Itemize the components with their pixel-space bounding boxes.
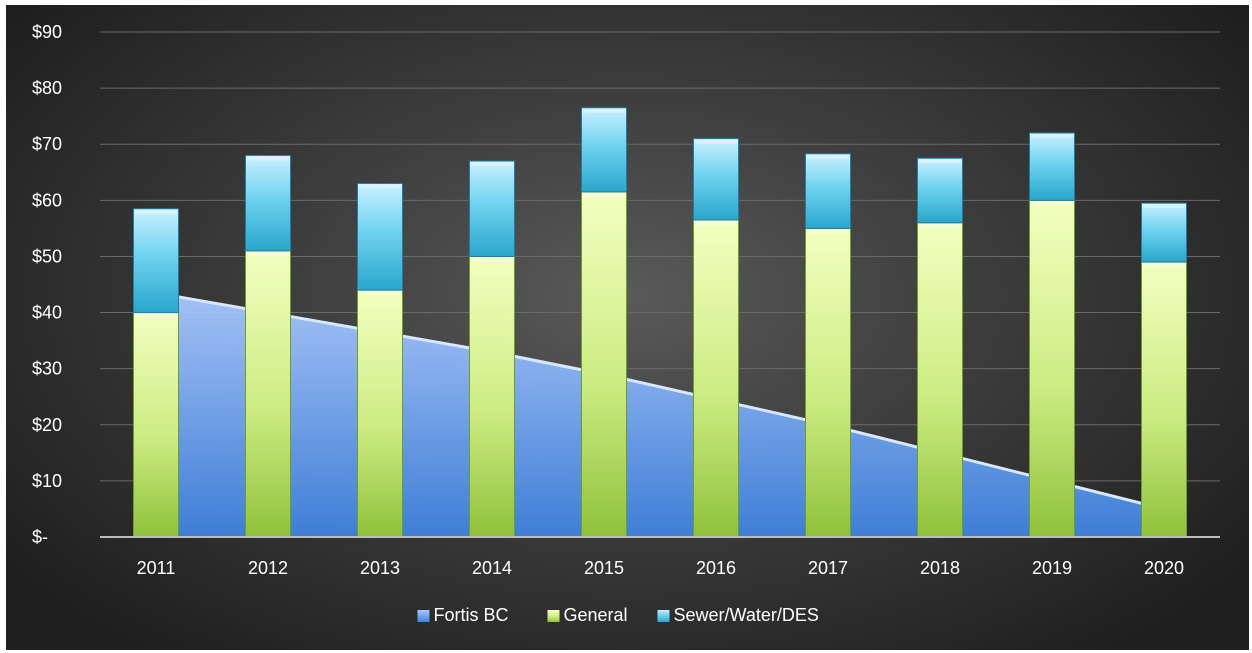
general-legend-swatch (547, 610, 560, 622)
sewer-water-des-bar (133, 208, 179, 314)
general-bar (693, 219, 739, 538)
x-tick-label: 2014 (472, 558, 512, 578)
general-bar-highlight (1142, 263, 1186, 268)
sewer-water-des-bar-highlight (1030, 134, 1074, 138)
chart-area: $- $10 $20 $30 $40 $50 $60 $70 $80 $90 2011 2012 201… (6, 5, 1249, 650)
fortis-bc-area-edge (155, 291, 1165, 511)
axes: $- $10 $20 $30 $40 $50 $60 $70 $80 $90 2011 2012 201… (32, 22, 1220, 578)
y-tick-label: $80 (32, 78, 62, 98)
sewer-water-des-bar-highlight (134, 209, 178, 214)
y-tick-label: $20 (32, 415, 62, 435)
sewer-water-des-bar-highlight (918, 159, 962, 164)
general-bar (133, 312, 179, 538)
stacked-bar-chart: $- $10 $20 $30 $40 $50 $60 $70 $80 $90 2011 2012 201… (32, 22, 1220, 625)
sewer-water-des-bar-highlight (1142, 204, 1186, 209)
sewer-water-des-bar (1029, 132, 1075, 201)
fortis-bc-legend-label: Fortis BC (434, 605, 509, 625)
x-tick-label: 2016 (696, 558, 736, 578)
sewer-water-des-bar (693, 138, 739, 221)
sewer-water-des-bar (805, 153, 851, 229)
x-tick-label: 2019 (1032, 558, 1072, 578)
x-tick-label: 2011 (137, 558, 176, 578)
sewer-water-des-bar (581, 107, 627, 193)
x-tick-label: 2013 (360, 558, 400, 578)
fortis-bc-area (156, 292, 1164, 537)
sewer-water-des-bar-highlight (470, 162, 514, 167)
y-tick-label: $10 (32, 471, 62, 491)
x-tick-label: 2020 (1144, 558, 1184, 578)
y-tick-label: $50 (32, 246, 62, 266)
general-bar-highlight (1030, 201, 1074, 206)
general-bar (1029, 199, 1075, 538)
general-bar-highlight (694, 220, 738, 225)
general-bar-highlight (806, 229, 850, 234)
sewer-water-des-bar-highlight (582, 108, 626, 113)
general-bar-highlight (358, 291, 402, 296)
sewer-water-des-bar-highlight (694, 139, 738, 144)
general-bar (917, 222, 963, 538)
x-tick-label: 2015 (584, 558, 624, 578)
sewer-water-des-bar (245, 154, 291, 252)
general-bar (1141, 261, 1187, 538)
general-bar (245, 250, 291, 538)
x-tick-label: 2012 (248, 558, 288, 578)
fortis-bc-legend-swatch (417, 610, 430, 622)
general-bar-highlight (470, 257, 514, 262)
general-bar-highlight (246, 251, 290, 256)
general-bar (581, 191, 627, 538)
y-tick-label: $90 (32, 22, 62, 42)
y-tick-label: $70 (32, 134, 62, 154)
general-bar (357, 289, 403, 538)
general-legend-label: General (564, 605, 628, 625)
sewer-water-des-bar-highlight (358, 184, 402, 189)
fortis-bc-area-series (155, 291, 1165, 537)
x-tick-label: 2017 (808, 558, 848, 578)
general-bar (469, 255, 515, 538)
sewer-water-des-bar (1141, 202, 1187, 263)
x-tick-label: 2018 (920, 558, 960, 578)
general-bar-highlight (134, 313, 178, 318)
sewer-water-des-bar (357, 183, 403, 291)
sewer-water-des-bar-highlight (246, 156, 290, 161)
y-tick-label: $30 (32, 359, 62, 379)
general-bar (805, 227, 851, 538)
sewer-water-des-bar-highlight (806, 154, 850, 159)
sewer-water-des-bar (469, 160, 515, 257)
sewer-water-des-bar (917, 157, 963, 224)
y-tick-label: $60 (32, 190, 62, 210)
bar-series (133, 107, 1187, 538)
y-tick-label: $- (32, 527, 48, 547)
y-tick-label: $40 (32, 303, 62, 323)
general-bar-highlight (582, 192, 626, 197)
legend: Fortis BC General Sewer/Water/DES (417, 605, 819, 625)
sewer-water-des-legend-label: Sewer/Water/DES (674, 605, 819, 625)
sewer-water-des-legend-swatch (657, 610, 670, 622)
general-bar-highlight (918, 223, 962, 228)
